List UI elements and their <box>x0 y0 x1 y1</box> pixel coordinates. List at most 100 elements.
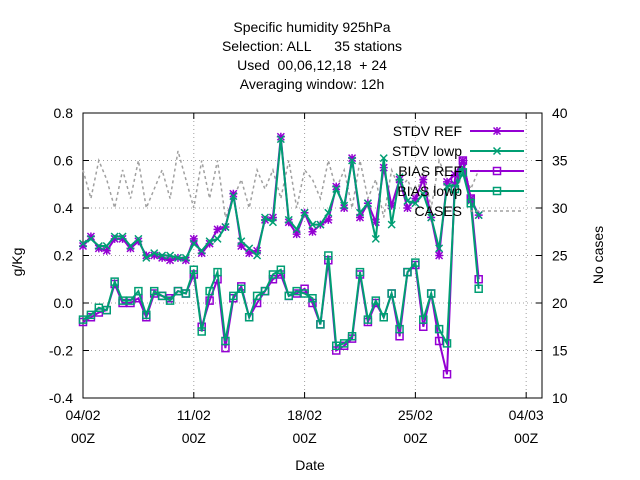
data-point <box>237 241 246 251</box>
data-point <box>149 286 159 296</box>
data-point <box>403 203 412 213</box>
data-point <box>348 154 357 163</box>
data-point <box>229 189 238 198</box>
data-point <box>229 291 238 301</box>
data-point <box>316 320 325 329</box>
data-point <box>189 239 198 248</box>
data-point <box>355 208 365 217</box>
data-point <box>229 192 238 201</box>
data-point <box>371 234 380 243</box>
data-point <box>110 277 119 286</box>
legend-marker <box>492 126 502 136</box>
axes: -0.4 -0.2 0.0 0.2 0.4 0.6 0.8 10 15 20 25 30 35 40 04/… <box>49 105 568 446</box>
data-point <box>213 234 222 243</box>
data-point <box>474 284 483 293</box>
data-point <box>157 291 167 301</box>
data-point <box>466 199 476 208</box>
data-point <box>426 289 436 298</box>
data-point <box>339 339 349 348</box>
y2-tick-label: 10 <box>552 390 568 406</box>
data-point <box>434 324 444 334</box>
data-point <box>221 222 230 232</box>
y2-tick-label: 25 <box>552 248 568 264</box>
x-tick-label-time: 00Z <box>71 430 96 446</box>
x-tick-label-time: 00Z <box>293 430 318 446</box>
data-point <box>379 313 388 322</box>
data-point <box>387 201 396 210</box>
x-tick-label-time: 00Z <box>403 430 428 446</box>
data-point <box>427 213 436 222</box>
legend-entry: STDV lowp <box>392 143 524 159</box>
data-point <box>181 253 190 262</box>
data-point <box>205 237 214 246</box>
data-point <box>221 336 230 346</box>
data-point <box>189 265 199 274</box>
series-stdv-lowp <box>78 135 483 262</box>
data-point <box>355 267 365 277</box>
data-point <box>292 225 301 234</box>
data-point <box>340 203 349 213</box>
y2-tick-label: 30 <box>552 200 568 216</box>
data-point <box>94 244 103 253</box>
data-point <box>158 253 167 262</box>
data-point <box>308 294 317 303</box>
data-point <box>387 220 396 229</box>
data-point <box>308 220 317 229</box>
data-point <box>403 196 412 205</box>
data-point <box>300 284 309 293</box>
data-point <box>110 232 119 241</box>
data-point <box>268 218 277 227</box>
data-point <box>300 289 309 298</box>
data-point <box>324 215 333 224</box>
data-point <box>165 296 175 305</box>
y2-tick-label: 35 <box>552 153 568 169</box>
data-point <box>205 239 214 248</box>
data-point <box>78 241 88 251</box>
y-tick-label: 0.8 <box>54 105 74 121</box>
data-point <box>371 296 381 305</box>
data-point <box>403 267 412 277</box>
data-point <box>142 253 151 262</box>
data-point <box>213 267 222 277</box>
data-point <box>118 296 127 305</box>
data-point <box>308 227 317 236</box>
data-point <box>332 182 341 191</box>
x-tick-label: 04/02 <box>65 407 100 423</box>
legend: STDV REF STDV lowp BIAS REF BIAS lowp CASES <box>392 123 524 219</box>
x-tick-label: 04/03 <box>509 407 544 423</box>
data-point <box>292 230 301 239</box>
data-point <box>332 184 341 194</box>
data-point <box>450 184 460 194</box>
data-point <box>363 315 373 324</box>
x-tick-label-time: 00Z <box>182 430 207 446</box>
data-point <box>395 324 404 334</box>
data-point <box>300 208 309 217</box>
series-layer <box>78 132 483 379</box>
data-point <box>181 289 191 298</box>
legend-label: BIAS lowp <box>397 183 462 199</box>
title-line-4: Averaging window: 12h <box>240 76 385 92</box>
data-point <box>292 286 301 296</box>
data-point <box>347 332 357 341</box>
data-point <box>434 336 444 346</box>
legend-label: BIAS REF <box>398 163 462 179</box>
legend-entry: STDV REF <box>393 123 524 139</box>
data-point <box>102 246 111 255</box>
data-point <box>197 246 206 255</box>
data-point <box>324 251 333 260</box>
y2-axis-label: No cases <box>590 226 606 284</box>
data-point <box>86 232 95 241</box>
legend-entry: BIAS REF <box>398 163 524 179</box>
legend-label: STDV lowp <box>392 143 462 159</box>
data-point <box>245 244 254 253</box>
data-point <box>253 251 262 260</box>
data-point <box>260 213 270 222</box>
data-point <box>411 258 420 267</box>
x-axis-label: Date <box>295 457 325 473</box>
data-point <box>126 296 135 305</box>
data-point <box>474 211 483 220</box>
data-point <box>260 286 270 296</box>
data-point <box>197 249 206 258</box>
y2-tick-label: 40 <box>552 105 568 121</box>
data-point <box>284 218 293 227</box>
